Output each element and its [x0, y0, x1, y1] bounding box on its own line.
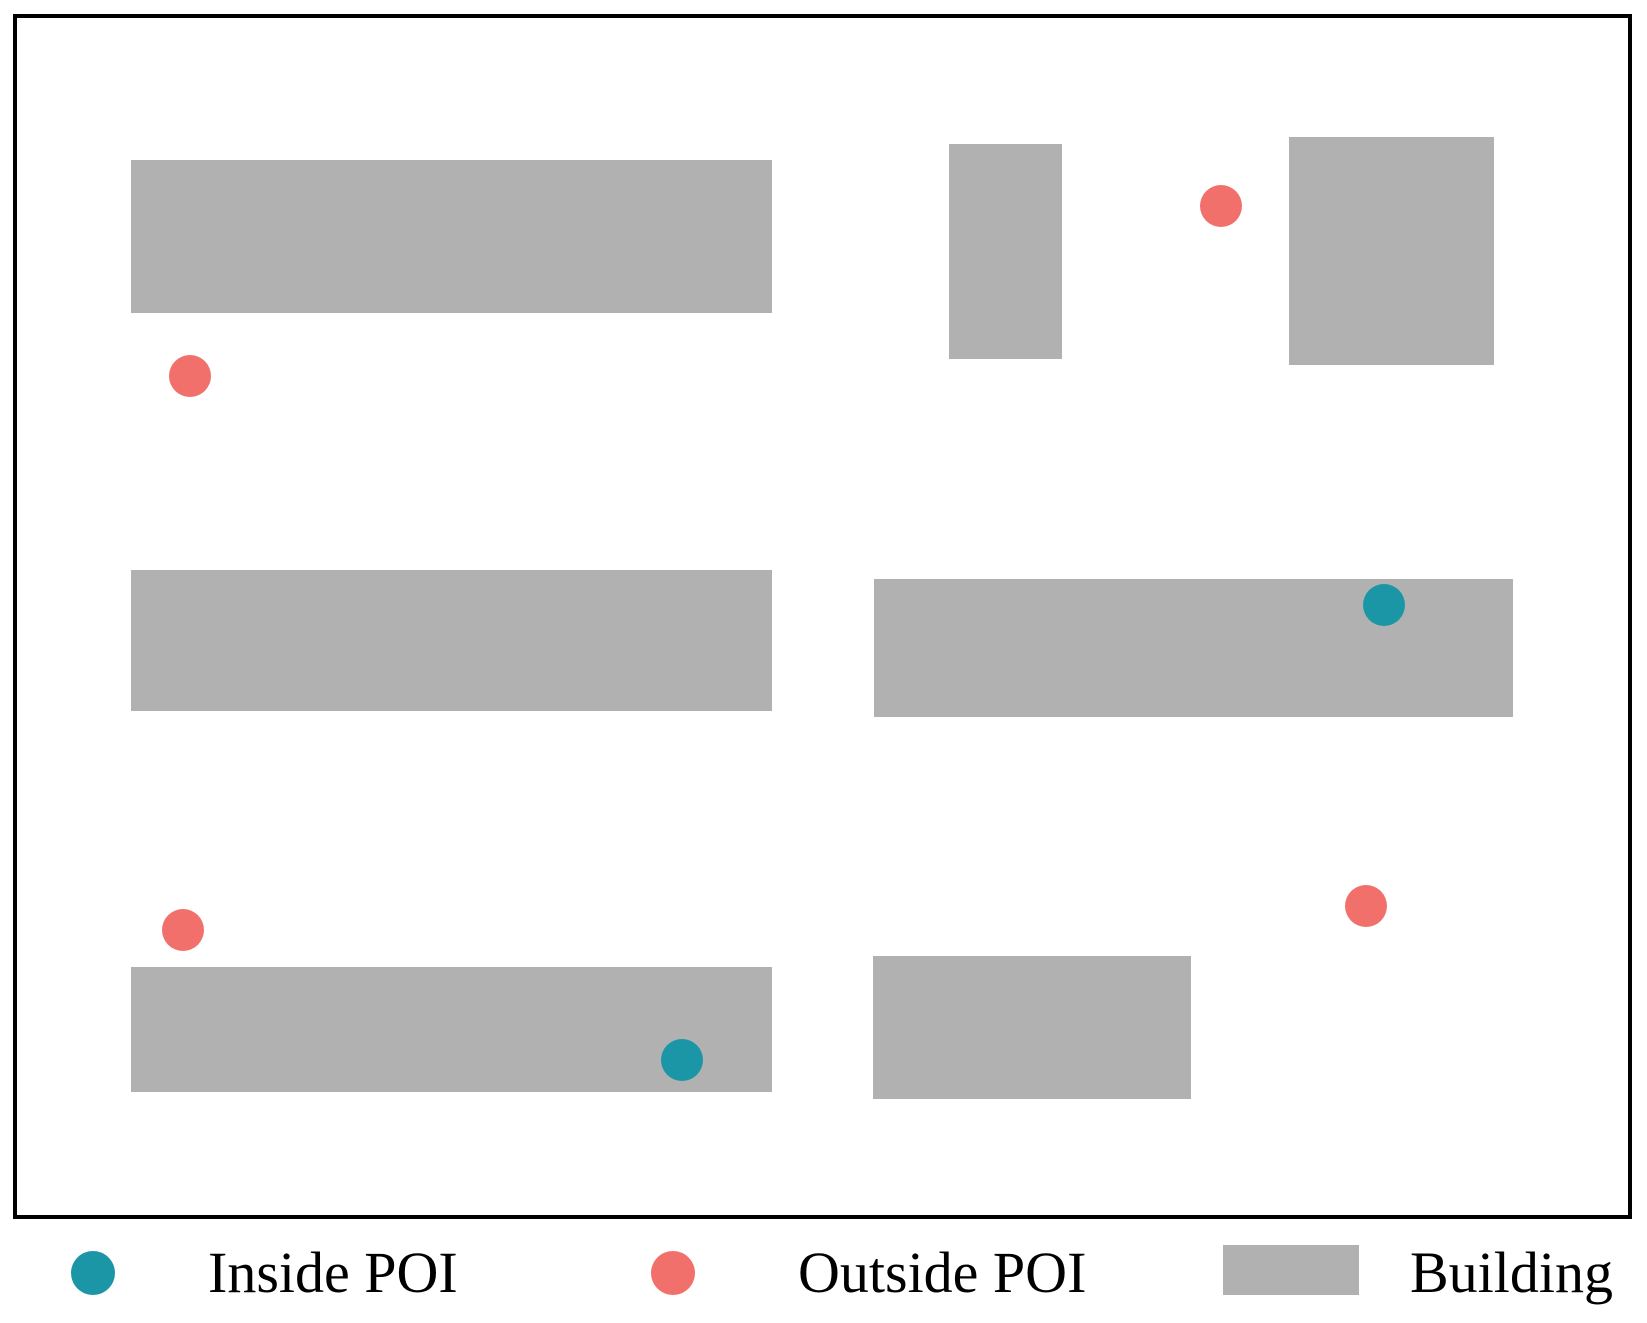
- outside-poi-legend-marker: [651, 1251, 695, 1295]
- plot-border: [13, 14, 1632, 1219]
- building-legend-swatch: [1223, 1245, 1359, 1295]
- outside-poi-legend-label: Outside POI: [798, 1240, 1087, 1305]
- inside-poi-legend-label: Inside POI: [208, 1240, 458, 1305]
- building-legend-label: Building: [1410, 1240, 1614, 1305]
- inside-poi-legend-marker: [71, 1251, 115, 1295]
